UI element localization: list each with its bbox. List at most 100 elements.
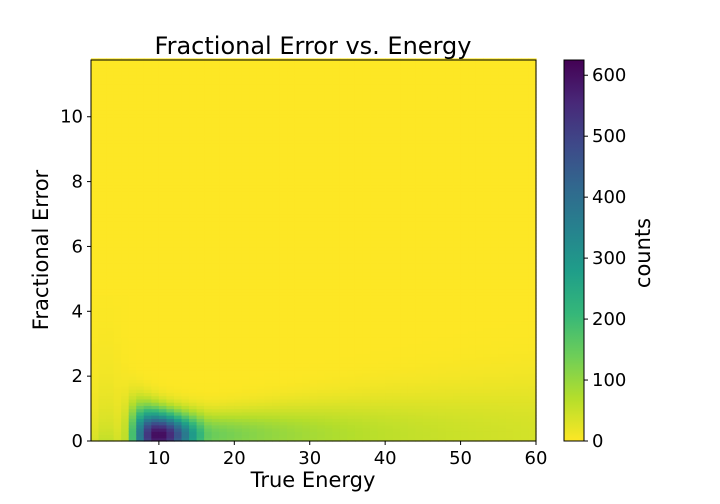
heatmap-cell [317,168,326,173]
heatmap-cell [272,353,281,358]
heatmap-cell [196,239,205,244]
heatmap-cell [392,230,401,235]
heatmap-cell [173,145,183,150]
heatmap-cell [339,256,349,261]
heatmap-cell [166,181,175,186]
heatmap-cell [392,259,401,264]
heatmap-cell [219,123,228,128]
heatmap-cell [324,434,333,439]
heatmap-cell [158,61,168,66]
heatmap-cell [196,246,205,251]
heatmap-cell [98,340,107,345]
heatmap-cell [339,132,349,137]
heatmap-cell [121,191,130,196]
heatmap-cell [407,366,416,371]
heatmap-cell [332,175,341,179]
heatmap-cell [377,188,386,192]
heatmap-cell [272,116,281,121]
heatmap-cell [241,110,250,115]
heatmap-cell [166,308,175,312]
heatmap-cell [219,207,228,212]
heatmap-cell [196,103,205,108]
heatmap-cell [324,298,333,303]
heatmap-cell [196,395,205,400]
heatmap-cell [362,191,371,196]
heatmap-cell [400,437,409,442]
heatmap-cell [91,236,100,241]
heatmap-cell [143,262,152,267]
heatmap-cell [143,188,152,192]
heatmap-cell [128,411,137,416]
heatmap-cell [362,259,371,264]
heatmap-cell [136,395,145,400]
heatmap-cell [256,81,266,85]
heatmap-cell [377,181,386,186]
heatmap-cell [204,226,213,231]
heatmap-cell [91,418,100,423]
heatmap-cell [339,382,349,387]
heatmap-cell [113,171,122,176]
heatmap-cell [272,304,281,309]
heatmap-cell [362,188,371,192]
heatmap-cell [166,97,175,102]
heatmap-cell [249,249,258,254]
heatmap-cell [317,139,326,144]
heatmap-cell [121,119,130,124]
heatmap-cell [98,214,107,218]
heatmap-cell [294,142,303,147]
heatmap-cell [219,272,228,277]
heatmap-cell [151,411,160,416]
heatmap-cell [151,421,160,426]
heatmap-cell [91,197,100,202]
heatmap-cell [143,233,152,238]
heatmap-cell [113,405,122,410]
heatmap-cell [151,71,160,76]
heatmap-cell [362,343,371,348]
heatmap-cell [324,68,333,72]
heatmap-cell [211,288,220,293]
heatmap-cell [151,259,160,264]
heatmap-cell [241,129,250,134]
heatmap-cell [249,168,258,173]
heatmap-cell [241,424,250,429]
heatmap-cell [234,288,243,293]
heatmap-cell [121,210,130,215]
heatmap-cell [347,194,356,199]
heatmap-cell [294,191,303,196]
heatmap-cell [151,265,160,270]
heatmap-cell [158,136,168,141]
heatmap-cell [196,145,205,150]
heatmap-cell [317,207,326,212]
heatmap-cell [264,372,273,377]
heatmap-cell [332,201,341,205]
heatmap-cell [98,71,107,76]
heatmap-cell [158,116,168,121]
heatmap-cell [400,171,409,176]
heatmap-cell [332,376,341,380]
heatmap-cell [377,330,386,335]
heatmap-cell [279,87,288,92]
heatmap-cell [219,132,228,137]
heatmap-cell [249,269,258,273]
heatmap-cell [377,61,386,66]
heatmap-cell [234,207,243,212]
heatmap-cell [332,431,341,436]
heatmap-cell [370,249,379,254]
heatmap-cell [407,337,416,342]
heatmap-cell [249,68,258,72]
heatmap-cell [181,434,190,439]
heatmap-cell [211,398,220,403]
heatmap-cell [151,94,160,98]
heatmap-cell [113,376,122,380]
heatmap-cell [173,191,183,196]
heatmap-cell [121,376,130,380]
heatmap-cell [249,314,258,319]
heatmap-cell [279,424,288,429]
heatmap-cell [324,233,333,238]
heatmap-cell [113,165,122,170]
heatmap-cell [279,184,288,189]
heatmap-cell [166,90,175,95]
heatmap-cell [385,269,394,273]
heatmap-cell [249,389,258,393]
heatmap-cell [370,356,379,361]
